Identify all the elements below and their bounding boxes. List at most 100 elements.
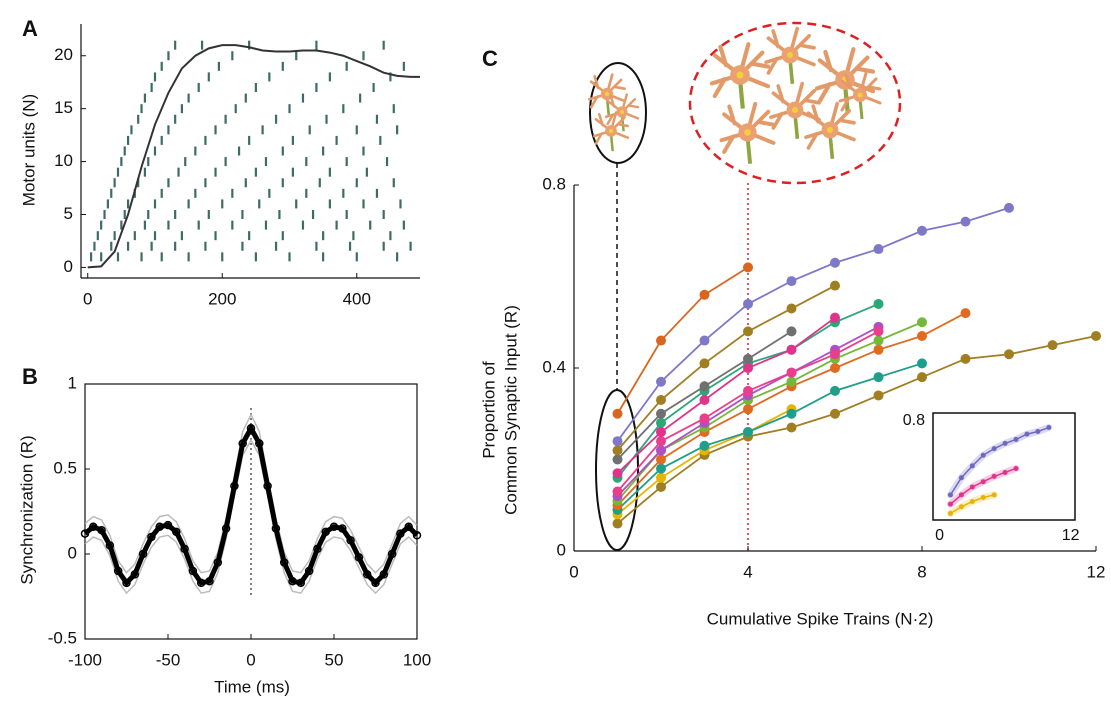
series-marker bbox=[699, 395, 710, 406]
series-marker bbox=[960, 216, 971, 227]
inset-frame bbox=[932, 412, 1076, 521]
series-marker bbox=[786, 326, 797, 337]
series-marker bbox=[917, 330, 927, 341]
series-marker bbox=[917, 358, 927, 369]
series-line bbox=[616, 362, 923, 511]
series-marker bbox=[1091, 330, 1101, 341]
series-line bbox=[616, 335, 1097, 525]
series-marker bbox=[947, 501, 953, 507]
series-line bbox=[83, 422, 419, 587]
series-marker bbox=[873, 244, 884, 255]
series-marker bbox=[656, 395, 666, 406]
panel-label: A bbox=[22, 16, 38, 41]
series-marker bbox=[699, 413, 710, 424]
series-marker bbox=[172, 527, 181, 537]
series-marker bbox=[296, 578, 306, 588]
y-tick-label: 5 bbox=[64, 204, 73, 223]
series-marker bbox=[1047, 340, 1058, 351]
series-marker bbox=[786, 303, 797, 314]
series-marker bbox=[917, 225, 927, 236]
series-marker bbox=[346, 536, 355, 545]
series-marker bbox=[321, 527, 330, 537]
y-tick-label: 0 bbox=[557, 540, 566, 559]
series-marker bbox=[656, 481, 666, 492]
series-marker bbox=[263, 481, 272, 491]
series-marker bbox=[699, 335, 710, 346]
y-tick-label: 0 bbox=[64, 257, 73, 276]
series-marker bbox=[830, 280, 840, 291]
x-axis-label: Cumulative Spike Trains (N·2) bbox=[707, 609, 934, 628]
x-tick-label: 400 bbox=[343, 289, 371, 308]
series-marker bbox=[969, 463, 975, 469]
series-marker bbox=[1002, 440, 1008, 446]
x-tick-label: 0 bbox=[83, 289, 92, 308]
y-tick-label: 0.8 bbox=[542, 174, 566, 193]
series-marker bbox=[969, 484, 975, 490]
series-marker bbox=[699, 440, 710, 451]
series-marker bbox=[743, 385, 753, 396]
y-axis-label: Proportion of bbox=[479, 361, 498, 459]
series-marker bbox=[743, 353, 753, 364]
series-marker bbox=[97, 525, 106, 535]
series-marker bbox=[830, 385, 840, 396]
y-tick-label: -0.5 bbox=[48, 628, 77, 647]
series-marker bbox=[656, 376, 666, 387]
series-marker bbox=[873, 390, 884, 401]
series-marker bbox=[743, 427, 753, 438]
series-marker bbox=[313, 544, 322, 554]
series-marker bbox=[412, 531, 422, 540]
series-marker bbox=[612, 408, 623, 419]
panel-label: C bbox=[482, 46, 498, 71]
series-marker bbox=[830, 363, 840, 373]
series-marker bbox=[656, 417, 666, 428]
series-marker bbox=[371, 578, 380, 588]
series-marker bbox=[404, 522, 413, 532]
series-marker bbox=[873, 344, 884, 355]
series-marker bbox=[830, 408, 840, 419]
x-tick-label: 4 bbox=[743, 562, 752, 581]
force-curve bbox=[87, 44, 420, 269]
series-marker bbox=[786, 422, 797, 433]
series-marker bbox=[196, 578, 206, 588]
series-marker bbox=[612, 436, 623, 447]
series-marker bbox=[1035, 428, 1041, 434]
series-marker bbox=[304, 566, 314, 576]
series-marker bbox=[830, 312, 840, 323]
series-marker bbox=[329, 522, 339, 532]
series-marker bbox=[1004, 202, 1014, 213]
series-marker bbox=[917, 372, 927, 383]
x-tick-label: 200 bbox=[208, 289, 236, 308]
series-marker bbox=[830, 257, 840, 268]
series-line bbox=[616, 316, 836, 474]
series-marker bbox=[288, 576, 297, 586]
x-tick-label: 12 bbox=[1062, 527, 1080, 544]
series-marker bbox=[947, 510, 953, 516]
series-marker bbox=[238, 439, 247, 448]
x-tick-label: 12 bbox=[1087, 562, 1106, 581]
series-marker bbox=[130, 570, 140, 579]
series-marker bbox=[138, 549, 148, 559]
series-marker bbox=[958, 504, 964, 510]
series-marker bbox=[743, 326, 753, 337]
series-marker bbox=[612, 486, 623, 497]
series-marker bbox=[960, 353, 971, 364]
series-marker bbox=[612, 518, 623, 529]
series-line bbox=[616, 284, 836, 451]
series-marker bbox=[786, 408, 797, 419]
series-marker bbox=[873, 298, 884, 309]
neuron-cluster-large bbox=[688, 21, 902, 185]
series-marker bbox=[743, 298, 753, 309]
series-marker bbox=[958, 492, 964, 498]
y-axis-label: Motor units (N) bbox=[19, 94, 38, 206]
series-marker bbox=[980, 452, 986, 458]
y-axis-label: Synchronization (R) bbox=[17, 435, 36, 584]
series-marker bbox=[991, 492, 997, 498]
y-tick-label: 0.4 bbox=[542, 357, 566, 376]
y-tick-label: 0.8 bbox=[903, 412, 925, 429]
series-marker bbox=[612, 445, 623, 456]
x-tick-label: 0 bbox=[935, 527, 944, 544]
series-marker bbox=[980, 479, 986, 485]
y-tick-label: 1 bbox=[68, 373, 77, 392]
plot-frame bbox=[84, 383, 418, 640]
